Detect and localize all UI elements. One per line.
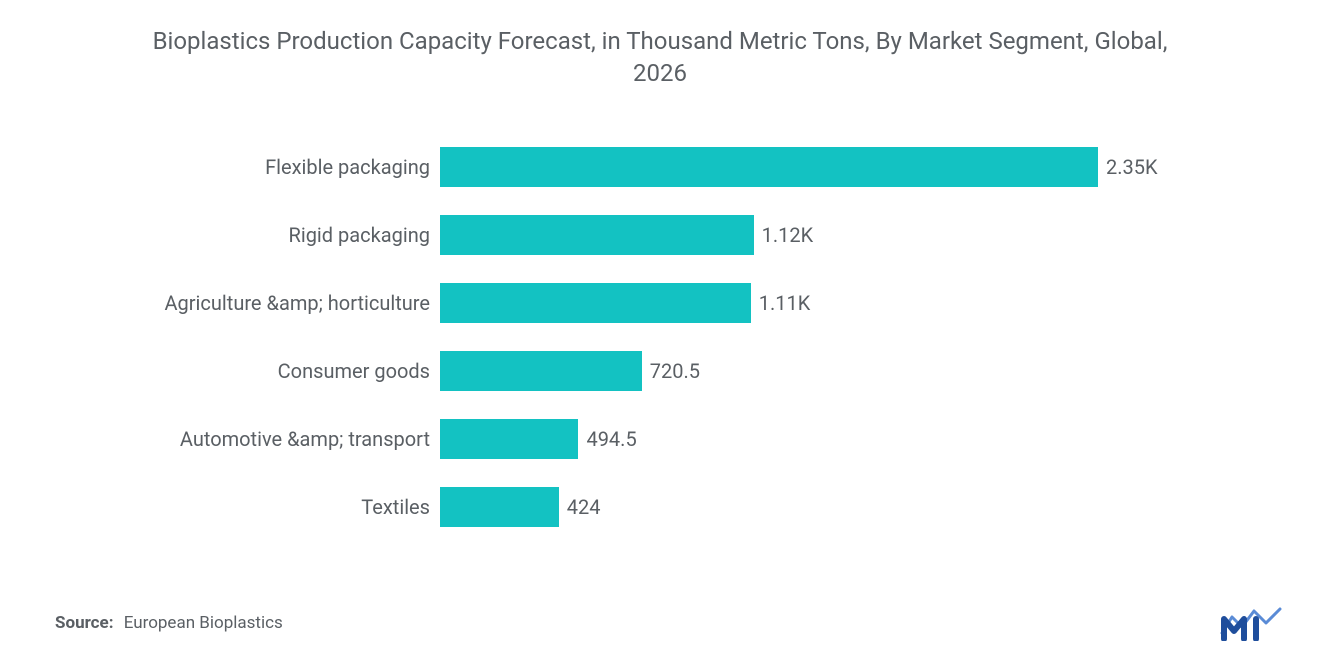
category-label: Textiles (150, 495, 440, 519)
bar-track: 720.5 (440, 351, 1210, 391)
category-label: Agriculture &amp; horticulture (150, 291, 440, 315)
bar-row: Flexible packaging 2.35K (150, 145, 1210, 189)
source-footer: Source: European Bioplastics (55, 613, 283, 633)
bar-row: Textiles 424 (150, 485, 1210, 529)
category-label: Flexible packaging (150, 155, 440, 179)
value-label: 494.5 (578, 427, 636, 451)
value-label: 720.5 (642, 359, 700, 383)
bar-track: 1.11K (440, 283, 1210, 323)
source-label: Source: (55, 613, 113, 633)
chart-page: Bioplastics Production Capacity Forecast… (0, 0, 1320, 665)
value-label: 2.35K (1098, 155, 1158, 179)
bar-row: Automotive &amp; transport 494.5 (150, 417, 1210, 461)
bar (440, 487, 559, 527)
bar-row: Rigid packaging 1.12K (150, 213, 1210, 257)
bar-track: 494.5 (440, 419, 1210, 459)
bar (440, 215, 754, 255)
bar (440, 283, 751, 323)
category-label: Consumer goods (150, 359, 440, 383)
bar (440, 351, 642, 391)
bar-track: 1.12K (440, 215, 1210, 255)
bar-track: 424 (440, 487, 1210, 527)
bar-track: 2.35K (440, 147, 1210, 187)
category-label: Automotive &amp; transport (150, 427, 440, 451)
chart-title: Bioplastics Production Capacity Forecast… (130, 25, 1190, 90)
mi-logo-icon (1220, 603, 1284, 641)
source-value: European Bioplastics (124, 613, 283, 633)
bar (440, 419, 578, 459)
bar-chart: Flexible packaging 2.35K Rigid packaging 1.… (150, 145, 1210, 529)
value-label: 424 (559, 495, 601, 519)
bar-row: Consumer goods 720.5 (150, 349, 1210, 393)
bar-row: Agriculture &amp; horticulture 1.11K (150, 281, 1210, 325)
value-label: 1.11K (751, 291, 811, 315)
category-label: Rigid packaging (150, 223, 440, 247)
bar (440, 147, 1098, 187)
value-label: 1.12K (754, 223, 814, 247)
